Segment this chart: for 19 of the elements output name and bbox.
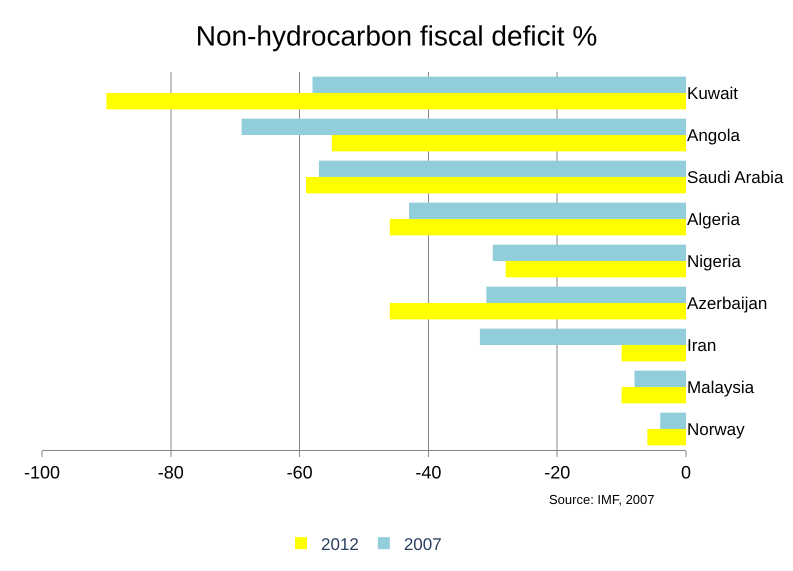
y-tick-label: Nigeria — [687, 252, 742, 271]
y-tick-label: Saudi Arabia — [687, 168, 784, 187]
x-tick-label: -20 — [544, 462, 570, 483]
x-tick-label: 0 — [680, 462, 692, 483]
source-note: Source: IMF, 2007 — [549, 492, 654, 507]
y-tick-label: Angola — [687, 126, 740, 145]
legend-label: 2012 — [321, 534, 359, 554]
y-tick-label: Malaysia — [687, 378, 755, 397]
x-tick-label: -100 — [24, 462, 60, 483]
y-tick-label: Kuwait — [687, 84, 738, 103]
x-tick-label: -80 — [158, 462, 184, 483]
x-tick-label: -60 — [286, 462, 313, 483]
x-tick-label: -40 — [415, 462, 442, 483]
y-tick-label: Algeria — [687, 210, 740, 229]
legend-label: 2007 — [404, 534, 442, 554]
chart-title: Non-hydrocarbon fiscal deficit % — [196, 20, 598, 52]
y-tick-label: Norway — [687, 420, 746, 439]
y-tick-label: Iran — [687, 336, 716, 355]
y-tick-label: Azerbaijan — [687, 294, 768, 313]
